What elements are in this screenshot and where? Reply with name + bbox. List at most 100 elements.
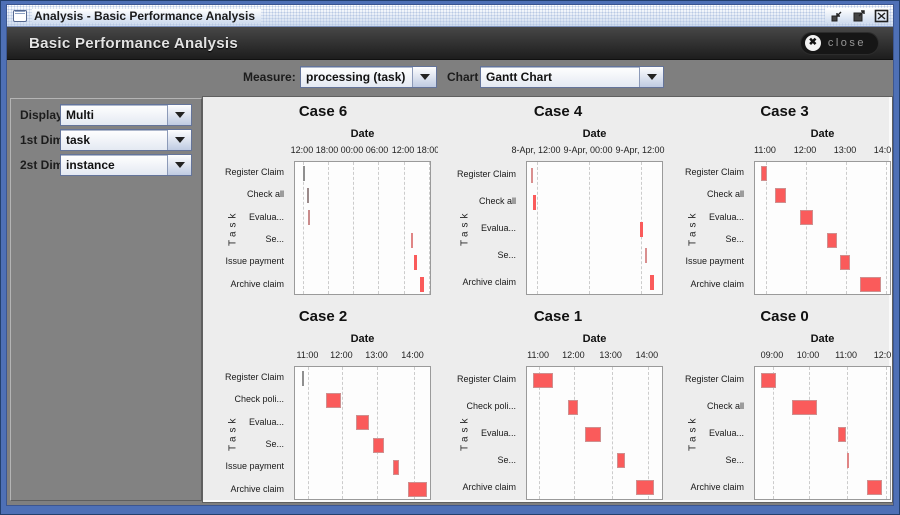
task-label: Check poli... xyxy=(466,401,516,412)
window-titlebar[interactable]: Analysis - Basic Performance Analysis xyxy=(7,5,893,27)
gantt-bar xyxy=(408,482,427,498)
gantt-bar xyxy=(838,426,846,442)
x-axis-ticks: 11:00 12:00 13:00 14:00 xyxy=(294,350,431,361)
plot-area xyxy=(294,161,431,295)
task-label: Check all xyxy=(706,401,744,412)
chevron-down-icon[interactable] xyxy=(168,155,191,175)
iconify-icon[interactable] xyxy=(829,8,845,23)
gantt-bar xyxy=(775,188,786,203)
close-x-icon: ✖ xyxy=(804,35,821,51)
tick-label: 11:00 xyxy=(527,350,549,360)
gantt-bar xyxy=(585,426,601,442)
task-label: Issue payment xyxy=(225,461,284,472)
tick-label: 12:00 xyxy=(290,145,314,155)
panel-header: Basic Performance Analysis ✖ close xyxy=(7,27,893,60)
page-title: Basic Performance Analysis xyxy=(29,34,239,52)
plot-area xyxy=(526,366,663,500)
gantt-bar xyxy=(859,277,881,293)
gridline xyxy=(805,162,807,294)
chart-title: Case 3 xyxy=(760,103,809,120)
task-label: Se... xyxy=(497,249,516,260)
task-label: Evalua... xyxy=(248,416,284,427)
gridline xyxy=(847,367,849,499)
measure-select[interactable]: processing (task) xyxy=(300,66,437,88)
gridline xyxy=(413,367,415,499)
task-label: Se... xyxy=(265,439,284,450)
close-button[interactable]: ✖ close xyxy=(799,31,879,55)
task-label: Archive claim xyxy=(230,278,284,289)
gantt-bar xyxy=(799,210,813,226)
task-label: Check poli... xyxy=(234,394,284,405)
maximize-icon[interactable] xyxy=(851,8,867,23)
y-axis-label: Task xyxy=(687,414,699,452)
chevron-down-icon[interactable] xyxy=(168,105,191,125)
gridline xyxy=(885,162,887,294)
task-label: Evalua... xyxy=(708,427,744,438)
chevron-down-icon[interactable] xyxy=(640,67,663,87)
task-label: Se... xyxy=(265,234,284,245)
gridline xyxy=(537,162,538,294)
task-label: Archive claim xyxy=(690,481,744,492)
gridline xyxy=(845,162,847,294)
task-label: Register Claim xyxy=(456,374,516,385)
task-label: Evalua... xyxy=(708,211,744,222)
gridline xyxy=(342,367,344,499)
tick-label: 8-Apr, 12:00 xyxy=(511,145,561,155)
task-label: Evalua... xyxy=(480,427,516,438)
tick-label: 9-Apr, 12:00 xyxy=(615,145,665,155)
gantt-chart-case-6: Case 6 Date 12:00 18:00 00:00 06:00 12:00 18:00… xyxy=(208,99,438,302)
chart-select-value: Gantt Chart xyxy=(481,67,640,87)
gantt-chart-case-4: Case 4 Date 8-Apr, 12:00 9-Apr, 00:00 9-Apr,… xyxy=(443,99,673,302)
task-label: Archive claim xyxy=(462,481,516,492)
gantt-bar xyxy=(533,372,554,388)
gantt-bar xyxy=(419,277,425,293)
gantt-bar xyxy=(413,255,418,270)
tick-label: 14:00 xyxy=(873,145,891,155)
display-label: Display: xyxy=(20,108,67,122)
gridline xyxy=(574,367,576,499)
gridline xyxy=(765,162,767,294)
gantt-bar xyxy=(867,480,882,496)
gridline xyxy=(589,162,591,294)
gridline xyxy=(647,367,649,499)
task-labels: Register Claim Check all Evalua... Se... Iss… xyxy=(680,161,748,295)
tick-label: 12:00 xyxy=(391,145,415,155)
tick-label: 06:00 xyxy=(365,145,389,155)
second-dim-select[interactable]: instance xyxy=(60,154,192,176)
tick-label: 12:00 xyxy=(330,350,353,360)
gridline xyxy=(772,367,774,499)
tick-label: 9-Apr, 00:00 xyxy=(563,145,613,155)
tick-label: 12:00 xyxy=(873,350,891,360)
task-label: Register Claim xyxy=(456,169,516,180)
display-select[interactable]: Multi xyxy=(60,104,192,126)
x-axis-label: Date xyxy=(582,333,607,345)
tick-label: 09:00 xyxy=(760,350,784,360)
gridline xyxy=(404,162,406,294)
gridline xyxy=(302,162,304,294)
tick-label: 13:00 xyxy=(365,350,388,360)
gantt-bar xyxy=(302,165,305,181)
task-label: Archive claim xyxy=(230,483,284,494)
tick-label: 18:00 xyxy=(315,145,339,155)
x-axis-label: Date xyxy=(350,333,375,345)
plot-area xyxy=(526,161,663,295)
close-icon[interactable] xyxy=(873,8,889,23)
gantt-bar xyxy=(308,210,311,226)
first-dim-select[interactable]: task xyxy=(60,129,192,151)
x-axis-label: Date xyxy=(810,333,835,345)
chevron-down-icon[interactable] xyxy=(168,130,191,150)
measure-label: Measure: xyxy=(243,70,296,84)
task-label: Evalua... xyxy=(480,222,516,233)
chart-select[interactable]: Gantt Chart xyxy=(480,66,664,88)
sidebar-row-display: Display: Multi xyxy=(11,104,201,126)
gridline xyxy=(378,162,380,294)
x-axis-label: Date xyxy=(810,128,835,140)
chevron-down-icon[interactable] xyxy=(413,67,436,87)
task-label: Register Claim xyxy=(224,372,284,383)
chart-title: Case 0 xyxy=(760,308,809,325)
gantt-bar xyxy=(532,194,537,210)
gantt-bar xyxy=(792,399,818,415)
y-axis-label: Task xyxy=(687,209,699,247)
